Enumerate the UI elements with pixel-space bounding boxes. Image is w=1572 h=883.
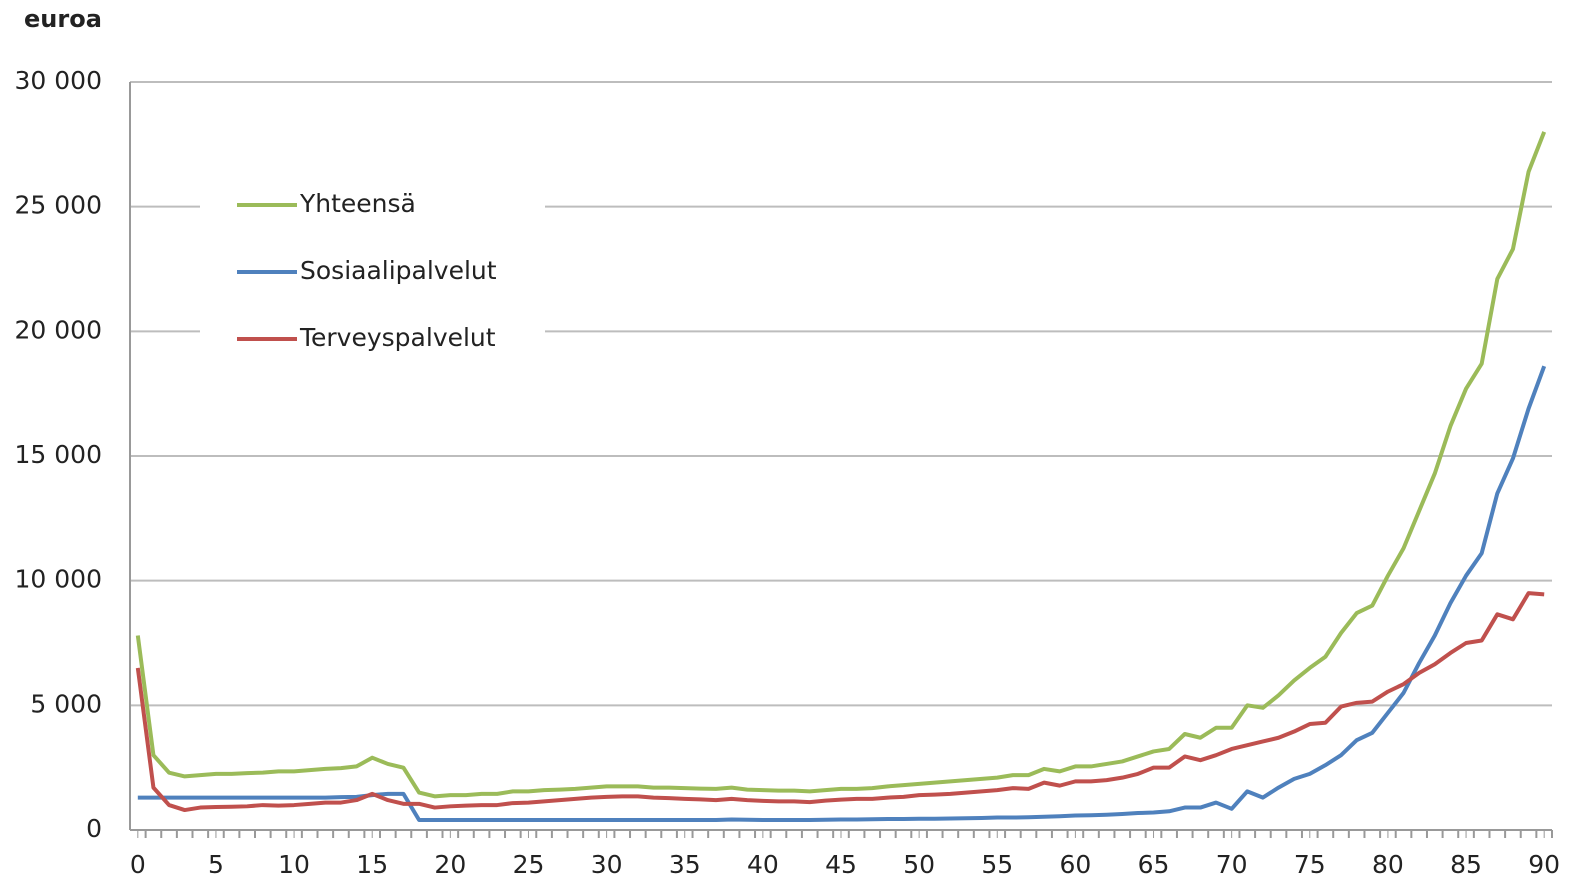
y-tick-label: 15 000 [15, 440, 102, 469]
x-tick-label: 65 [1138, 850, 1170, 879]
x-tick-label: 35 [669, 850, 701, 879]
x-tick-label: 75 [1294, 850, 1326, 879]
x-tick-label: 20 [434, 850, 466, 879]
x-tick-label: 5 [208, 850, 224, 879]
x-tick-label: 10 [278, 850, 310, 879]
y-tick-label: 5 000 [30, 689, 102, 718]
x-tick-label: 15 [356, 850, 388, 879]
legend-label: Terveyspalvelut [299, 323, 496, 352]
y-tick-label: 25 000 [15, 191, 102, 220]
x-tick-label: 55 [981, 850, 1013, 879]
x-tick-label: 90 [1528, 850, 1560, 879]
x-tick-label: 50 [903, 850, 935, 879]
line-series [135, 131, 1547, 799]
line-series [137, 365, 1547, 823]
x-tick-label: 40 [747, 850, 779, 879]
x-tick-label: 85 [1450, 850, 1482, 879]
y-tick-label: 30 000 [15, 66, 102, 95]
y-axis-label: euroa [24, 5, 102, 33]
line-series [135, 591, 1545, 813]
y-tick-label: 10 000 [15, 565, 102, 594]
legend-label: Sosiaalipalvelut [300, 256, 497, 285]
x-tick-label: 0 [130, 850, 146, 879]
y-tick-label: 20 000 [15, 315, 102, 344]
x-tick-label: 80 [1372, 850, 1404, 879]
y-tick-label: 0 [86, 814, 102, 843]
legend-label: Yhteensä [299, 189, 416, 218]
x-tick-label: 70 [1216, 850, 1248, 879]
x-tick-label: 60 [1059, 850, 1091, 879]
x-tick-label: 45 [825, 850, 857, 879]
x-tick-label: 25 [513, 850, 545, 879]
x-tick-label: 30 [591, 850, 623, 879]
